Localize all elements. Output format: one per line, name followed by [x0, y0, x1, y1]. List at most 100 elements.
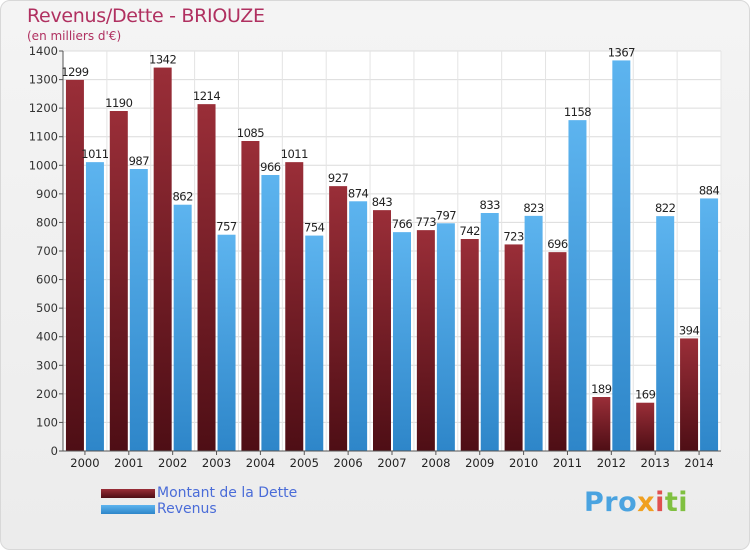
bar-revenus-2010 — [524, 215, 543, 451]
bar-dette-2008 — [416, 230, 435, 451]
label-dette-2013: 169 — [635, 388, 656, 402]
label-dette-2000: 1299 — [61, 65, 88, 79]
bar-dette-2003 — [197, 104, 216, 452]
bar-revenus-2004 — [261, 175, 280, 451]
y-tick-label: 0 — [51, 444, 58, 458]
x-tick-label: 2014 — [684, 456, 713, 470]
legend-swatch-dette — [101, 488, 155, 498]
label-revenus-2013: 822 — [655, 201, 676, 215]
bar-dette-2002 — [153, 67, 172, 452]
label-revenus-2009: 833 — [480, 198, 501, 212]
y-tick-label: 600 — [36, 273, 58, 287]
x-tick-label: 2006 — [333, 456, 362, 470]
chart-title: Revenus/Dette - BRIOUZE — [27, 5, 265, 27]
proxiti-logo: Proxiti — [584, 487, 689, 518]
x-tick-label: 2010 — [509, 456, 538, 470]
bar-dette-2012 — [592, 397, 611, 451]
bar-dette-2004 — [241, 141, 260, 451]
x-tick-label: 2005 — [290, 456, 319, 470]
x-tick-label: 2004 — [246, 456, 275, 470]
bar-revenus-2003 — [217, 234, 236, 451]
label-dette-2010: 723 — [503, 229, 524, 243]
legend-swatch-revenus — [101, 504, 155, 514]
label-dette-2004: 1085 — [237, 126, 264, 140]
x-tick-label: 2003 — [202, 456, 231, 470]
bar-dette-2011 — [548, 252, 567, 451]
bar-dette-2010 — [504, 244, 523, 451]
legend-label-dette: Montant de la Dette — [157, 485, 298, 501]
y-tick-label: 100 — [36, 415, 58, 429]
y-tick-label: 700 — [36, 244, 58, 258]
legend-item-revenus: Revenus — [101, 501, 297, 517]
label-revenus-2012: 1367 — [608, 45, 635, 59]
x-tick-label: 2002 — [158, 456, 187, 470]
label-dette-2003: 1214 — [193, 89, 220, 103]
x-tick-label: 2001 — [114, 456, 143, 470]
y-tick-label: 1000 — [29, 158, 58, 172]
bar-revenus-2006 — [349, 201, 368, 451]
y-tick-label: 800 — [36, 215, 58, 229]
label-dette-2008: 773 — [416, 215, 437, 229]
label-dette-2006: 927 — [328, 171, 349, 185]
label-revenus-2014: 884 — [699, 183, 720, 197]
bar-revenus-2008 — [436, 223, 455, 451]
y-tick-label: 1400 — [29, 44, 58, 58]
y-tick-label: 500 — [36, 301, 58, 315]
x-tick-label: 2011 — [553, 456, 582, 470]
label-dette-2014: 394 — [679, 323, 700, 337]
label-dette-2012: 189 — [591, 382, 612, 396]
bar-revenus-2001 — [129, 169, 148, 451]
bar-revenus-2011 — [568, 120, 587, 452]
x-tick-label: 2007 — [377, 456, 406, 470]
label-dette-2011: 696 — [547, 237, 568, 251]
grid-lines — [62, 50, 722, 452]
bar-revenus-2007 — [393, 232, 411, 451]
data-labels: 1299101111909871342862121475710859661011… — [61, 45, 720, 402]
chart-subtitle: (en milliers d'€) — [27, 29, 122, 43]
bar-revenus-2012 — [612, 60, 631, 452]
bar-revenus-2014 — [700, 198, 719, 451]
y-tick-label: 1200 — [29, 101, 58, 115]
label-dette-2001: 1190 — [105, 96, 132, 110]
x-tick-label: 2012 — [597, 456, 626, 470]
y-tick-label: 1100 — [29, 130, 58, 144]
label-revenus-2011: 1158 — [564, 105, 591, 119]
y-tick-label: 900 — [36, 187, 58, 201]
bar-dette-2000 — [65, 79, 84, 451]
bar-revenus-2009 — [480, 213, 499, 451]
label-revenus-2005: 754 — [304, 221, 325, 235]
bar-revenus-2005 — [305, 235, 324, 451]
bar-revenus-2000 — [85, 162, 104, 451]
label-dette-2005: 1011 — [281, 147, 308, 161]
y-axis: 0 100 200 300 400 500 600 700 800 900 1000 1100 1200… — [29, 44, 64, 458]
bar-revenus-2002 — [173, 204, 192, 451]
bar-revenus-2013 — [656, 216, 675, 451]
bar-dette-2014 — [680, 338, 699, 451]
x-tick-label: 2008 — [421, 456, 450, 470]
y-tick-label: 400 — [36, 330, 58, 344]
label-revenus-2004: 966 — [260, 160, 281, 174]
label-revenus-2010: 823 — [523, 201, 544, 215]
legend: Montant de la Dette Revenus — [101, 485, 297, 517]
label-dette-2002: 1342 — [149, 53, 176, 67]
x-axis: 2000 2001 2002 2003 2004 2005 2006 2007 2008 2009… — [63, 450, 721, 470]
x-tick-label: 2013 — [641, 456, 670, 470]
bar-dette-2006 — [329, 186, 348, 451]
label-revenus-2001: 987 — [129, 154, 150, 168]
bars — [65, 60, 719, 452]
bar-dette-2009 — [460, 239, 479, 451]
x-tick-label: 2000 — [70, 456, 99, 470]
legend-label-revenus: Revenus — [157, 501, 217, 517]
label-revenus-2007: 766 — [392, 217, 413, 231]
bar-dette-2005 — [285, 162, 304, 451]
bar-dette-2007 — [373, 210, 391, 451]
y-tick-label: 300 — [36, 358, 58, 372]
x-tick-label: 2009 — [465, 456, 494, 470]
label-revenus-2002: 862 — [172, 190, 193, 204]
label-dette-2007: 843 — [372, 195, 393, 209]
label-dette-2009: 742 — [460, 224, 481, 238]
y-tick-label: 200 — [36, 387, 58, 401]
y-tick-label: 1300 — [29, 73, 58, 87]
